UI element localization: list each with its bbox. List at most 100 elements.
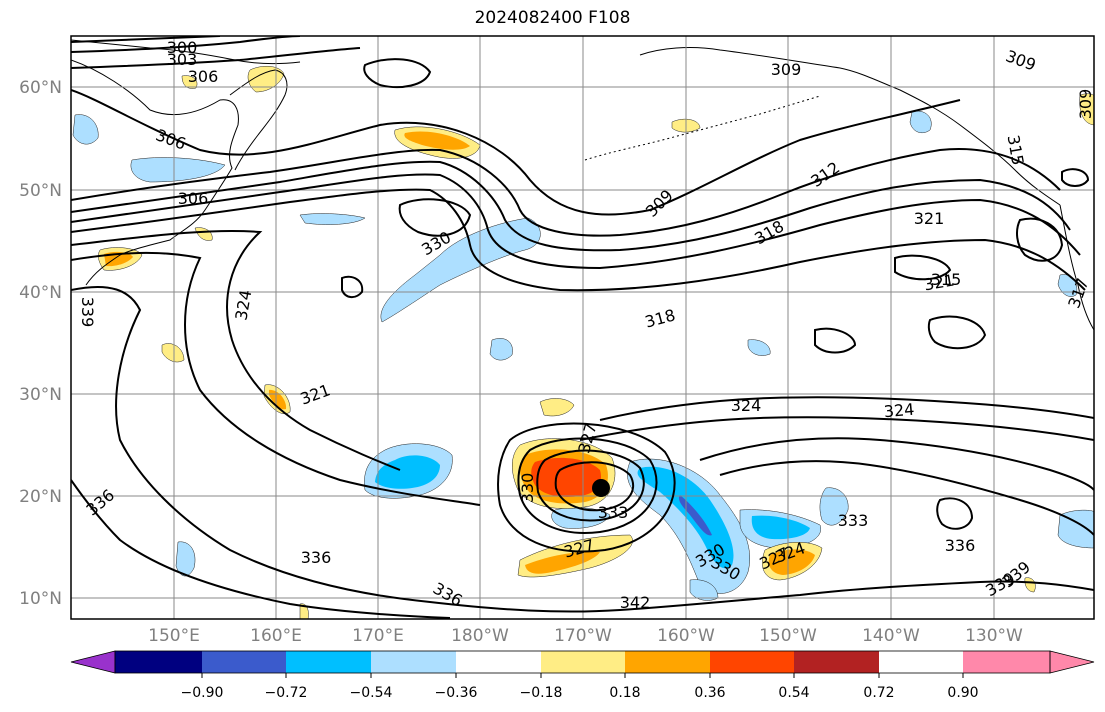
- contours: [71, 36, 1094, 619]
- contour-309: [71, 89, 961, 216]
- neg-shade: [1057, 509, 1094, 549]
- lon-label: 170°E: [352, 626, 404, 646]
- pos-shade: [269, 389, 287, 410]
- contour-loop-6: [398, 198, 472, 237]
- lat-label: 40°N: [19, 283, 62, 303]
- lat-label: 30°N: [19, 385, 62, 405]
- longitude-labels: 150°E 160°E 170°E 180°W 170°W 160°W 150°W 140°W…: [148, 626, 1023, 646]
- contour-label: 324: [883, 400, 915, 422]
- contour-loop-9: [1016, 217, 1064, 262]
- contour-315: [71, 160, 1071, 252]
- latitude-labels: 60°N 50°N 40°N 30°N 20°N 10°N: [19, 78, 62, 609]
- lon-label: 160°E: [250, 626, 302, 646]
- colorbar-tick-label: −0.18: [520, 685, 563, 701]
- colorbar: −0.90 −0.72 −0.54 −0.36 −0.18 0.18 0.36 0.54 0.7…: [70, 650, 1095, 701]
- colorbar-under-arrow: [70, 650, 116, 674]
- colorbar-tick-label: 0.90: [947, 685, 978, 701]
- neg-shade: [751, 515, 810, 540]
- colorbar-tick-label: 0.54: [778, 685, 809, 701]
- map-title: 2024082400 F108: [474, 8, 631, 28]
- contour-loop-4: [1061, 168, 1090, 187]
- neg-shade: [299, 213, 366, 225]
- colorbar-tick-label: −0.90: [181, 685, 224, 701]
- contour-label: 324: [731, 396, 762, 415]
- lon-label: 160°W: [657, 626, 715, 646]
- grid-lines: [71, 36, 1094, 619]
- pos-shade: [299, 603, 309, 619]
- contour-327: [579, 416, 1094, 441]
- contour-330-east: [699, 437, 1094, 491]
- pos-shade: [539, 398, 575, 417]
- lat-label: 60°N: [19, 78, 62, 98]
- coastlines: [71, 39, 1094, 331]
- contour-storm-4: [497, 422, 676, 553]
- colorbar-bin: [625, 651, 710, 673]
- contour-loop-3: [894, 254, 952, 281]
- colorbar-tick-label: −0.36: [435, 685, 478, 701]
- coastline-na-west: [1059, 204, 1094, 331]
- colorbar-bin: [710, 651, 794, 673]
- colorbar-bin: [963, 651, 1050, 673]
- contour-storm-3: [517, 437, 658, 534]
- lon-label: 140°W: [862, 626, 920, 646]
- contour-loop-5: [341, 275, 364, 298]
- contour-label: 336: [301, 548, 332, 567]
- contour-label: 306: [178, 189, 209, 208]
- colorbar-bin: [794, 651, 879, 673]
- lon-label: 150°W: [759, 626, 817, 646]
- contour-label: 333: [598, 503, 629, 522]
- contour-loop-7: [927, 315, 987, 350]
- coastline-asia: [71, 59, 239, 286]
- contour-storm-2: [536, 449, 645, 522]
- neg-shade: [909, 110, 932, 133]
- colorbar-frame: [114, 650, 1051, 674]
- neg-shade: [637, 466, 734, 569]
- colorbar-tick-label: −0.54: [350, 685, 393, 701]
- contour-label: 336: [945, 536, 976, 555]
- contour-321: [71, 188, 1086, 292]
- contour-label: 309: [1076, 89, 1095, 120]
- contour-336: [71, 286, 1094, 613]
- contour-303: [71, 36, 301, 53]
- pos-shade: [1079, 93, 1094, 126]
- lon-label: 180°W: [451, 626, 509, 646]
- storm-center-marker: [592, 479, 610, 497]
- lat-label: 20°N: [19, 487, 62, 507]
- coastline-siberia: [71, 39, 301, 65]
- contour-label: 303: [167, 50, 198, 69]
- lon-label: 130°W: [965, 626, 1023, 646]
- contour-330: [71, 251, 481, 506]
- contour-loop-8: [363, 58, 432, 89]
- contour-label: 309: [642, 186, 677, 221]
- contour-339: [71, 479, 451, 619]
- contour-label: 342: [620, 593, 651, 612]
- colorbar-tick-label: 0.72: [863, 685, 894, 701]
- contour-label: 315: [1003, 133, 1027, 166]
- contour-306: [71, 47, 361, 69]
- contour-318: [71, 173, 1081, 270]
- map-frame: [70, 35, 1095, 620]
- contour-324-east: [599, 396, 1094, 421]
- contour-label: 318: [643, 305, 677, 331]
- contour-label: 324: [231, 288, 255, 321]
- colorbar-bin: [202, 651, 286, 673]
- pos-shade: [525, 551, 600, 574]
- neg-shade: [747, 339, 771, 356]
- pos-shade: [161, 343, 185, 363]
- contour-label: 315: [931, 270, 962, 289]
- pos-shade: [194, 227, 213, 241]
- lat-label: 10°N: [19, 589, 62, 609]
- pos-shade: [768, 549, 815, 575]
- lat-label: 50°N: [19, 181, 62, 201]
- colorbar-bin: [115, 651, 202, 673]
- neg-shade: [489, 338, 513, 361]
- neg-shade: [551, 507, 611, 529]
- neg-shade: [678, 495, 712, 536]
- contour-333: [719, 460, 1094, 536]
- colorbar-bin: [286, 651, 371, 673]
- neg-shade: [175, 541, 196, 577]
- pos-shade: [531, 457, 602, 497]
- contour-label: 339: [78, 297, 97, 328]
- colorbar-bin: [541, 651, 625, 673]
